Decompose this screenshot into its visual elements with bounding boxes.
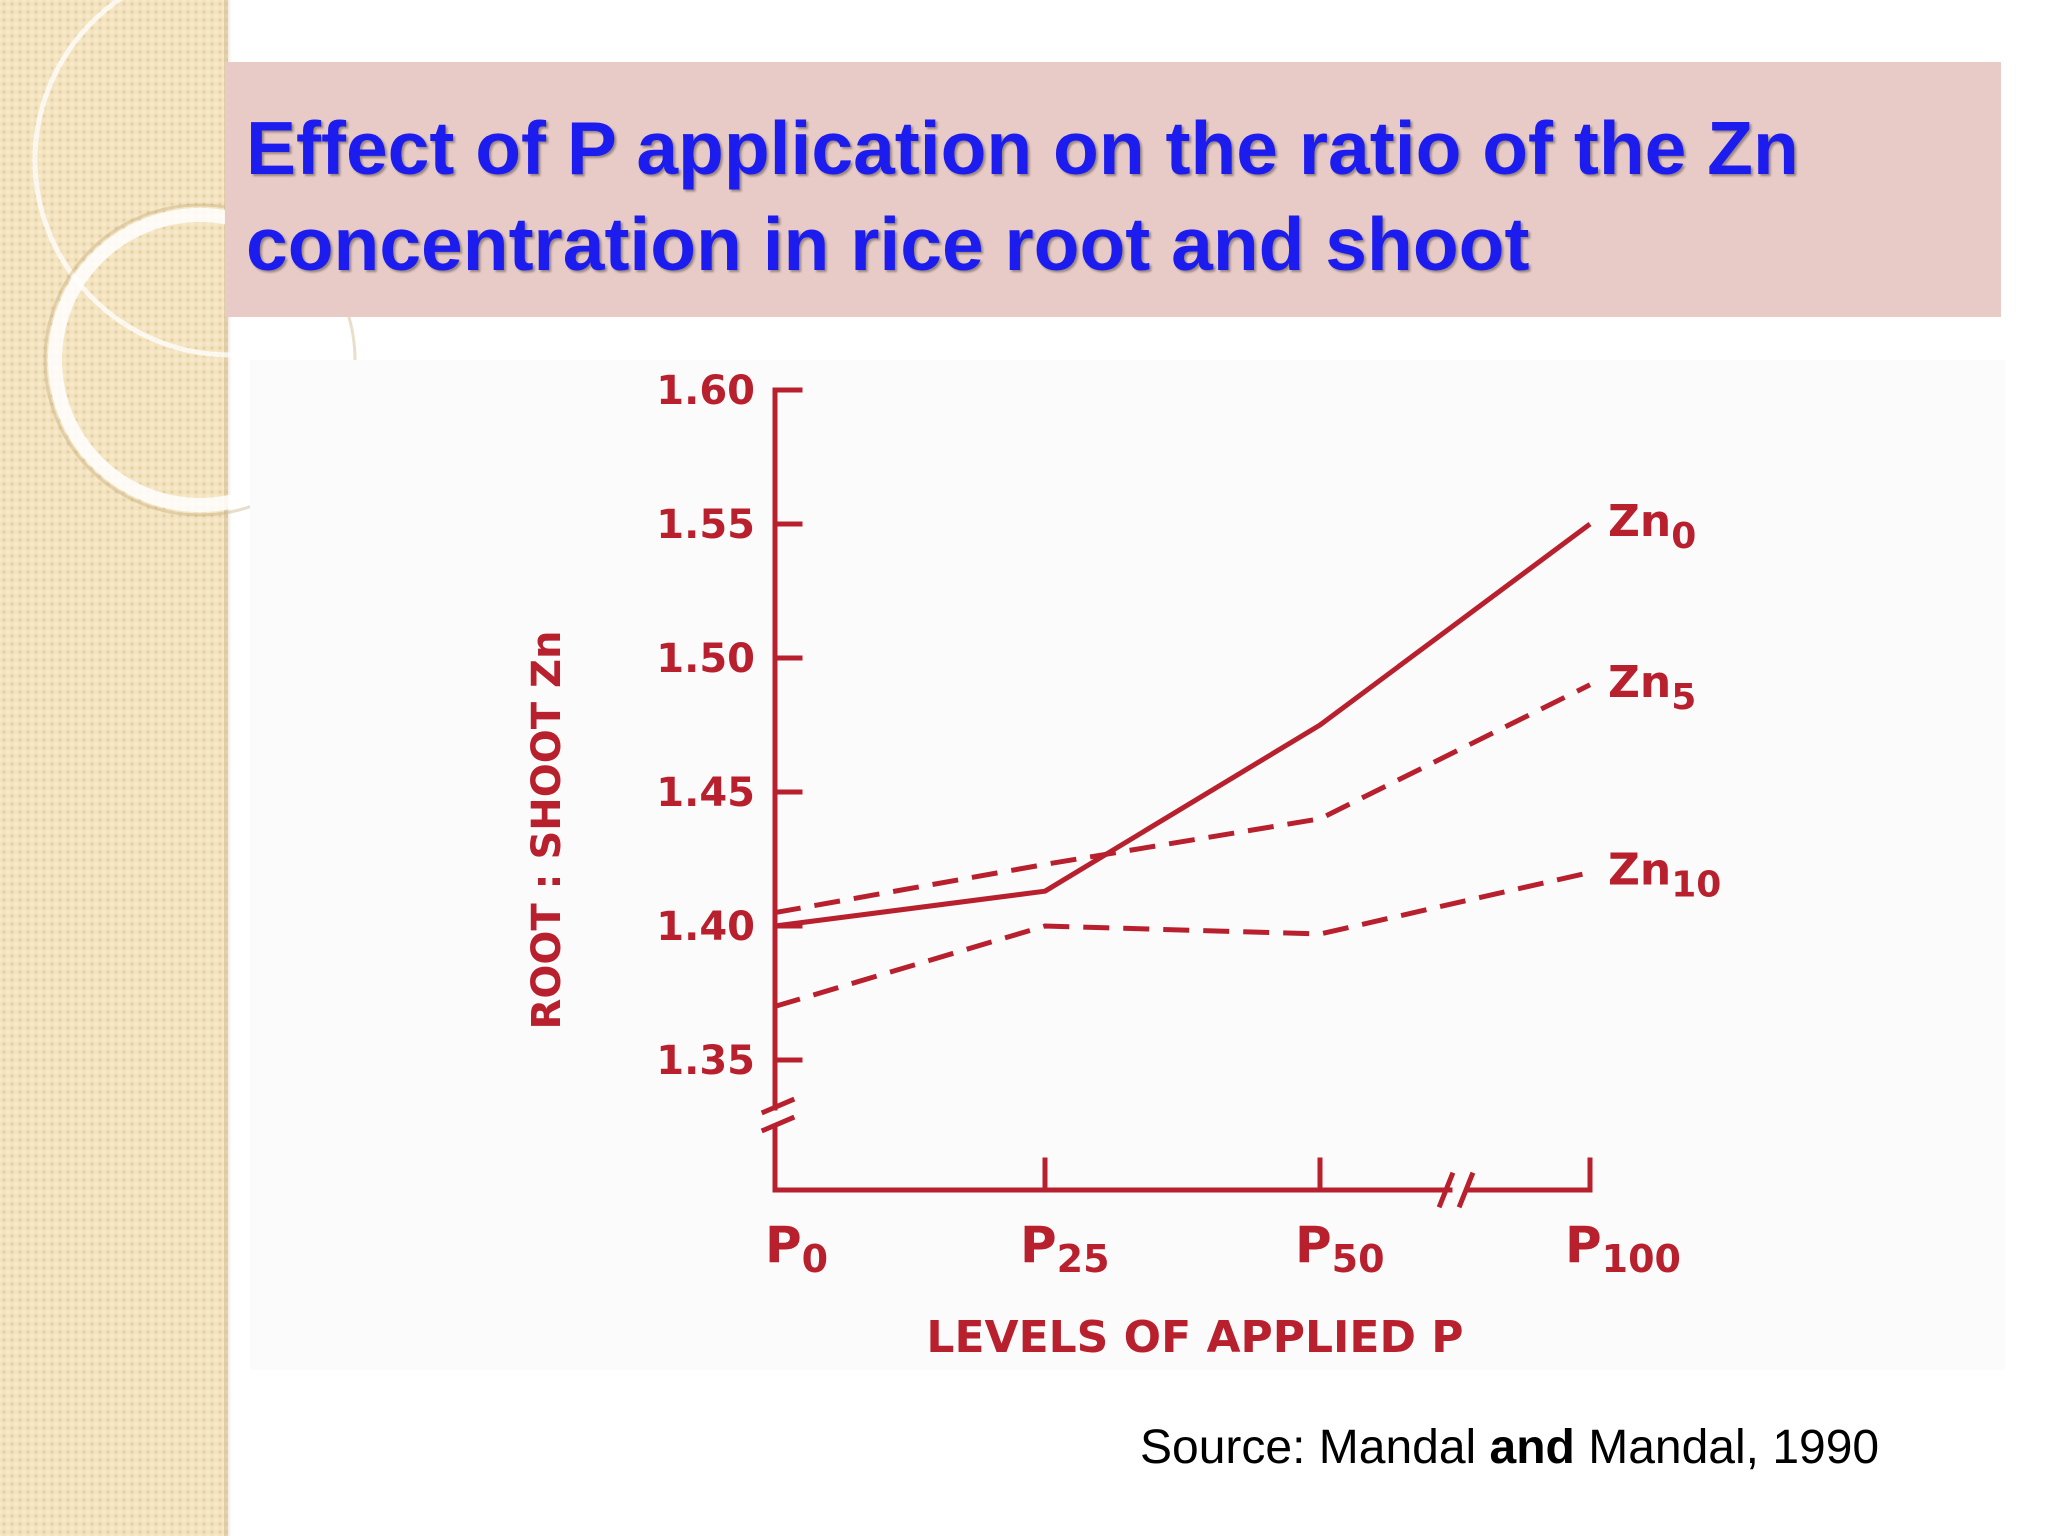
x-tick-label: P100 xyxy=(1565,1216,1681,1281)
series-label-zn0: Zn0 xyxy=(1608,496,1696,557)
chart-axes xyxy=(760,387,1593,1209)
y-tick-label: 1.55 xyxy=(656,502,755,548)
x-tick-label: P0 xyxy=(765,1216,828,1281)
chart-background xyxy=(250,360,2005,1370)
source-prefix: Source: Mandal xyxy=(1140,1421,1490,1474)
y-tick-label: 1.40 xyxy=(656,904,755,950)
x-axis-break-mark xyxy=(1436,1171,1456,1209)
chart-labels: 1.60 1.55 1.50 1.45 1.40 1.35 P0 P25 P50 P100 LEVE… xyxy=(524,368,1721,1363)
slide-title: Effect of P application on the ratio of … xyxy=(246,106,1799,286)
series-line-zn0 xyxy=(774,521,1592,929)
y-axis-break-mark xyxy=(760,1114,796,1134)
title-band xyxy=(225,62,2001,317)
series-line-zn5 xyxy=(774,682,1592,916)
x-axis-break-mark xyxy=(1456,1171,1476,1209)
x-axis-title: LEVELS OF APPLIED P xyxy=(926,1312,1463,1363)
side-pattern-strip xyxy=(0,0,228,1536)
side-strip-shadow xyxy=(224,0,232,1536)
x-tick-label: P50 xyxy=(1295,1216,1385,1281)
source-suffix: Mandal, 1990 xyxy=(1574,1421,1880,1474)
source-citation: Source: Mandal and Mandal, 1990 xyxy=(1140,1420,1879,1475)
series-line-zn10 xyxy=(774,869,1591,1009)
chart-series xyxy=(774,521,1592,1009)
series-label-zn5: Zn5 xyxy=(1608,657,1696,718)
y-tick-label: 1.45 xyxy=(656,770,755,816)
y-tick-label: 1.35 xyxy=(656,1038,755,1084)
y-axis-title: ROOT : SHOOT Zn xyxy=(524,631,570,1030)
series-label-zn10: Zn10 xyxy=(1608,844,1721,905)
x-tick-label: P25 xyxy=(1020,1216,1110,1281)
y-tick-label: 1.60 xyxy=(656,368,755,414)
y-axis-break-mark xyxy=(760,1096,796,1116)
source-bold: and xyxy=(1489,1421,1575,1474)
deco-ring-large xyxy=(32,0,400,358)
y-tick-label: 1.50 xyxy=(656,636,755,682)
